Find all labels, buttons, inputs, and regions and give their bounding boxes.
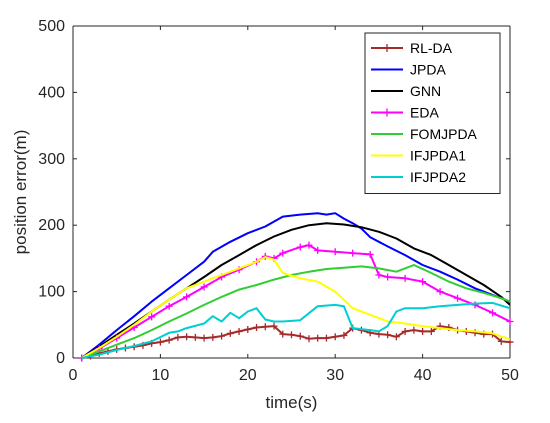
- series-line-ifjpda1: [81, 256, 511, 359]
- data-point-rl-da: [174, 333, 182, 341]
- data-point-eda: [366, 250, 374, 258]
- data-point-eda: [454, 294, 462, 302]
- data-point-rl-da: [419, 327, 427, 335]
- data-point-rl-da: [191, 333, 199, 341]
- data-point-rl-da: [288, 331, 295, 339]
- data-point-eda: [401, 274, 409, 282]
- data-point-rl-da: [156, 338, 164, 346]
- data-point-rl-da: [392, 333, 400, 341]
- series-line-fomjpda: [81, 264, 511, 359]
- legend-label: EDA: [410, 105, 439, 121]
- data-point-rl-da: [235, 327, 243, 335]
- data-point-eda: [349, 249, 357, 257]
- legend-label: FOMJPDA: [410, 126, 478, 142]
- legend: RL-DA JPDA GNN EDA FOMJPDA IFJPDA1 IFJPDA2: [364, 32, 501, 194]
- data-point-rl-da: [209, 333, 217, 341]
- x-axis-label: time(s): [266, 393, 318, 412]
- series-line-ifjpda2: [81, 301, 511, 359]
- data-point-eda: [419, 278, 427, 286]
- data-point-rl-da: [270, 322, 278, 330]
- data-point-rl-da: [279, 330, 287, 338]
- data-point-eda: [471, 301, 479, 309]
- legend-label: IFJPDA2: [410, 169, 466, 185]
- data-point-rl-da: [296, 332, 304, 340]
- y-tick-label: 0: [56, 350, 65, 367]
- data-point-rl-da: [506, 338, 514, 346]
- data-point-rl-da: [340, 331, 348, 339]
- data-point-eda: [506, 317, 514, 325]
- legend-label: GNN: [410, 83, 441, 99]
- data-point-eda: [375, 271, 383, 279]
- x-tick-label: 30: [326, 367, 344, 384]
- data-point-rl-da: [401, 327, 409, 335]
- series-layer: [78, 212, 514, 362]
- data-point-rl-da: [226, 329, 234, 337]
- y-tick-label: 400: [38, 84, 65, 101]
- y-ticks: 0 100 200 300 400 500: [38, 18, 510, 367]
- data-point-eda: [279, 249, 287, 257]
- data-point-eda: [314, 246, 322, 254]
- data-point-eda: [305, 241, 313, 249]
- data-point-eda: [183, 293, 191, 301]
- series-line-jpda: [81, 212, 511, 359]
- series-line-eda: [81, 244, 511, 359]
- data-point-eda: [384, 273, 392, 281]
- x-tick-label: 20: [239, 367, 257, 384]
- data-point-eda: [165, 302, 173, 310]
- y-tick-label: 300: [38, 151, 65, 168]
- data-point-rl-da: [322, 334, 330, 342]
- data-point-rl-da: [261, 323, 269, 331]
- data-point-rl-da: [410, 326, 418, 334]
- data-point-rl-da: [253, 323, 261, 331]
- legend-marker: [383, 44, 391, 52]
- data-point-rl-da: [183, 333, 191, 341]
- series-line-gnn: [81, 222, 511, 359]
- legend-label: RL-DA: [410, 40, 453, 56]
- legend-label: JPDA: [410, 62, 446, 78]
- data-point-rl-da: [200, 334, 208, 342]
- data-point-eda: [296, 243, 304, 251]
- data-point-rl-da: [244, 325, 252, 333]
- data-point-rl-da: [165, 336, 173, 344]
- legend-label: IFJPDA1: [410, 148, 466, 164]
- data-point-rl-da: [427, 327, 435, 335]
- x-tick-label: 50: [501, 367, 519, 384]
- data-point-rl-da: [305, 335, 313, 343]
- data-point-rl-da: [497, 337, 505, 345]
- axes: [72, 25, 511, 359]
- data-point-rl-da: [314, 334, 322, 342]
- y-tick-label: 200: [38, 217, 65, 234]
- data-point-eda: [200, 283, 208, 291]
- y-tick-label: 500: [38, 18, 65, 35]
- x-tick-label: 0: [69, 367, 78, 384]
- x-tick-label: 40: [414, 367, 432, 384]
- data-point-eda: [331, 248, 339, 256]
- x-tick-label: 10: [152, 367, 170, 384]
- data-point-rl-da: [218, 332, 226, 340]
- y-tick-label: 100: [38, 284, 65, 301]
- x-ticks: 0 10 20 30 40 50: [69, 26, 519, 384]
- data-point-eda: [148, 313, 156, 321]
- data-point-rl-da: [331, 333, 339, 341]
- legend-marker: [383, 108, 391, 117]
- data-point-rl-da: [384, 331, 392, 339]
- data-point-eda: [489, 309, 497, 317]
- y-axis-label: position error(m): [11, 130, 30, 255]
- data-point-eda: [436, 288, 444, 296]
